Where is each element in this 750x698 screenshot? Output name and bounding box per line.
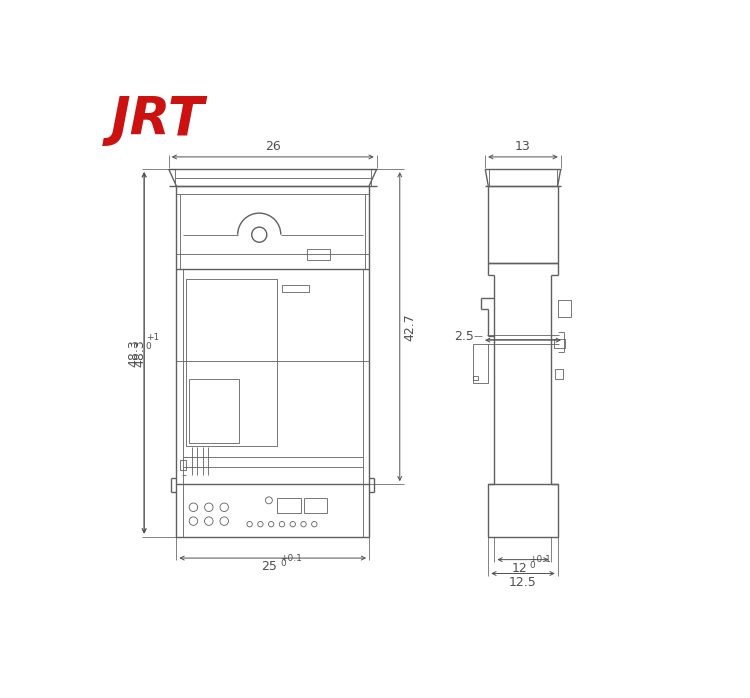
Text: JRT: JRT xyxy=(111,94,205,146)
Text: 48.3: 48.3 xyxy=(128,339,140,366)
Text: 0: 0 xyxy=(530,560,535,570)
Bar xyxy=(180,460,187,470)
Bar xyxy=(186,279,277,445)
Bar xyxy=(189,379,238,443)
Bar xyxy=(282,285,309,292)
Text: 0: 0 xyxy=(280,559,286,568)
Text: 26: 26 xyxy=(265,140,280,153)
Bar xyxy=(488,484,557,537)
Text: +1: +1 xyxy=(146,333,159,342)
Text: 48.3: 48.3 xyxy=(134,339,146,366)
Bar xyxy=(473,344,488,383)
Text: +0.1: +0.1 xyxy=(280,554,302,563)
Bar xyxy=(488,186,557,263)
Bar xyxy=(554,339,566,348)
Text: +0.1: +0.1 xyxy=(530,555,551,564)
Bar xyxy=(555,369,563,379)
Text: 12.5: 12.5 xyxy=(509,576,537,589)
Bar xyxy=(277,498,302,514)
Bar xyxy=(557,300,572,317)
Bar xyxy=(176,186,369,537)
Text: 25: 25 xyxy=(261,560,277,573)
Bar xyxy=(308,249,331,260)
Bar xyxy=(304,498,328,514)
Text: 42.7: 42.7 xyxy=(404,313,417,341)
Text: 2.5: 2.5 xyxy=(454,330,475,343)
Text: 13: 13 xyxy=(515,140,531,153)
Text: 12: 12 xyxy=(512,562,528,575)
Bar xyxy=(473,376,478,380)
Text: 0: 0 xyxy=(146,342,152,351)
